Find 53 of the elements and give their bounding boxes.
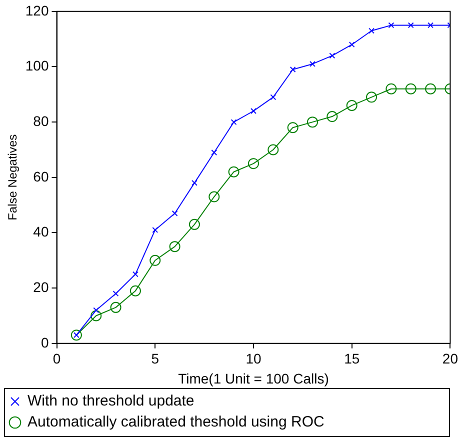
y-tick-label: 40 [33,224,49,240]
point [388,22,394,28]
point [250,108,256,114]
y-axis-title: False Negatives [6,134,20,220]
point [112,290,119,297]
x-tick-label: 15 [344,350,360,367]
legend-label: Automatically calibrated theshold using ROC [28,414,324,431]
point [290,66,296,72]
y-tick-label: 120 [25,2,49,18]
point [348,42,355,48]
y-tick-label: 100 [25,58,49,74]
point [208,191,220,202]
point [270,94,276,100]
point [248,158,259,170]
point [169,241,180,252]
point [191,180,198,186]
point [132,271,138,278]
x-axis-title: Time(1 Unit = 100 Calls) [178,370,329,386]
point [405,83,416,94]
point [329,52,336,59]
point [425,83,436,94]
point [130,285,141,296]
point [70,330,82,341]
point [310,60,316,67]
point [93,307,100,314]
x-tick-label: 5 [151,350,160,367]
point [368,28,374,34]
point [211,150,218,156]
x-tick-label: 10 [246,350,262,367]
point [150,254,161,266]
y-tick-label: 0 [40,334,49,350]
point [172,210,178,216]
x-tick-label: 20 [442,350,458,367]
point [110,302,122,313]
legend-label: With no threshold update [28,392,194,410]
point [366,92,378,103]
point [408,22,414,28]
point [386,83,397,94]
point [90,310,102,322]
point [230,119,237,126]
point [268,144,279,156]
point [152,226,158,233]
point [346,100,358,111]
point [228,166,240,178]
y-tick-label: 80 [33,112,49,129]
point [188,218,200,230]
y-tick-label: 60 [33,168,49,184]
y-tick-label: 20 [33,278,49,295]
point [326,111,338,122]
point [287,122,298,134]
point [428,22,434,28]
x-tick-label: 0 [52,350,61,367]
point [307,116,318,128]
